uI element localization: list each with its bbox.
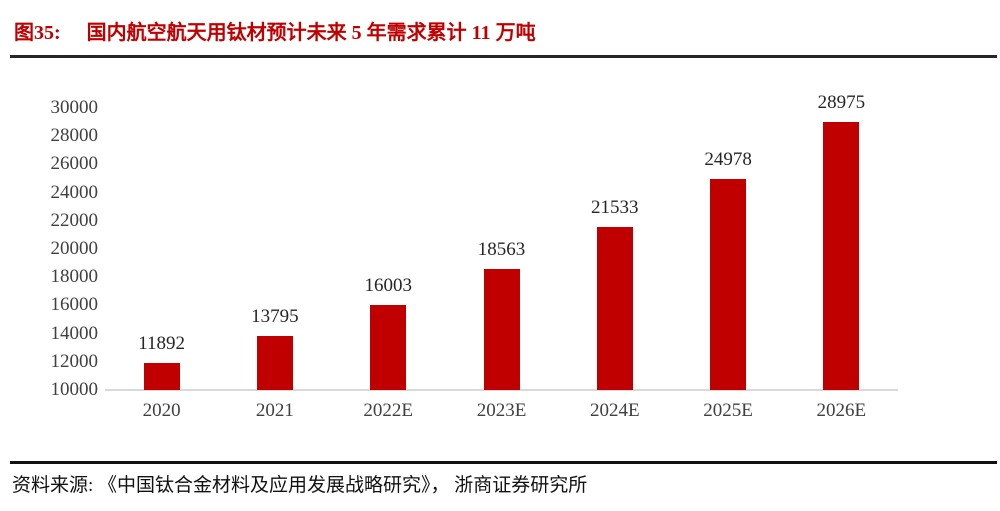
y-tick-label: 14000 [50, 322, 99, 344]
x-tick-label: 2025E [703, 400, 753, 421]
bar-value-label: 13795 [251, 306, 299, 328]
bar-value-label: 18563 [477, 239, 526, 261]
bar-chart: 30000 28000 26000 24000 22000 20000 18000 16000… [0, 60, 1000, 440]
bar-value-label: 28975 [817, 92, 866, 114]
y-tick-label: 10000 [50, 379, 99, 400]
y-tick-label: 26000 [50, 153, 99, 175]
bar-value-label: 16003 [364, 275, 412, 297]
header-divider [10, 55, 997, 58]
y-tick-label: 30000 [50, 97, 99, 118]
y-tick-label: 18000 [50, 266, 99, 288]
bar [596, 227, 633, 390]
y-tick-label: 20000 [50, 238, 99, 259]
source-text: 资料来源: 《中国钛合金材料及应用发展战略研究》， 浙商证券研究所 [12, 475, 588, 496]
y-tick-label: 24000 [50, 181, 99, 203]
bar [823, 122, 860, 390]
y-tick-label: 16000 [50, 294, 99, 316]
figure-header: 图35: 国内航空航天用钛材预计未来 5 年需求累计 11 万吨 [14, 16, 536, 45]
x-tick-label: 2023E [476, 400, 527, 421]
bar [370, 305, 407, 390]
y-tick-label: 22000 [50, 209, 99, 231]
x-tick-label: 2024E [589, 400, 640, 421]
bar [710, 178, 747, 390]
y-tick-label: 28000 [50, 125, 99, 147]
figure-title: 国内航空航天用钛材预计未来 5 年需求累计 11 万吨 [86, 22, 536, 44]
bar-value-label: 11892 [138, 333, 186, 355]
bar [256, 336, 293, 390]
x-tick-label: 2021 [255, 400, 294, 421]
figure-number-label: 图35: [14, 22, 61, 44]
x-tick-label: 2026E [816, 400, 867, 421]
y-tick-label: 12000 [50, 350, 99, 372]
bar-value-label: 21533 [591, 197, 639, 219]
x-axis-line [105, 389, 898, 391]
x-tick-label: 2020 [142, 400, 181, 421]
bar [483, 269, 520, 390]
bar [143, 363, 180, 390]
bar-value-label: 24978 [704, 148, 752, 170]
source-divider [10, 461, 997, 464]
x-tick-label: 2022E [363, 400, 413, 421]
